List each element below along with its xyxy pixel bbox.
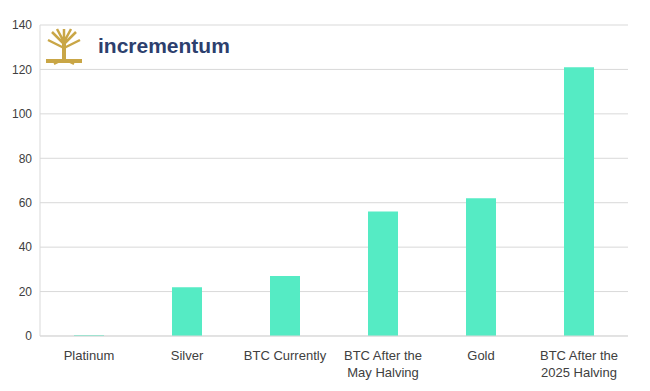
svg-text:20: 20 [19,285,33,299]
svg-text:Silver: Silver [171,348,204,363]
html-text:incrementum: incrementum [98,34,230,57]
svg-text:0: 0 [25,329,32,343]
svg-text:60: 60 [19,196,33,210]
svg-text:BTC After theMay Halving: BTC After theMay Halving [344,348,422,380]
svg-text:BTC Currently: BTC Currently [244,348,327,363]
svg-text:140: 140 [12,18,32,32]
svg-text:100: 100 [12,107,32,121]
svg-text:40: 40 [19,240,33,254]
svg-text:Platinum: Platinum [64,348,115,363]
svg-text:Gold: Gold [467,348,494,363]
svg-text:80: 80 [19,152,33,166]
svg-text:BTC After the2025 Halving: BTC After the2025 Halving [540,348,618,380]
svg-text:120: 120 [12,63,32,77]
